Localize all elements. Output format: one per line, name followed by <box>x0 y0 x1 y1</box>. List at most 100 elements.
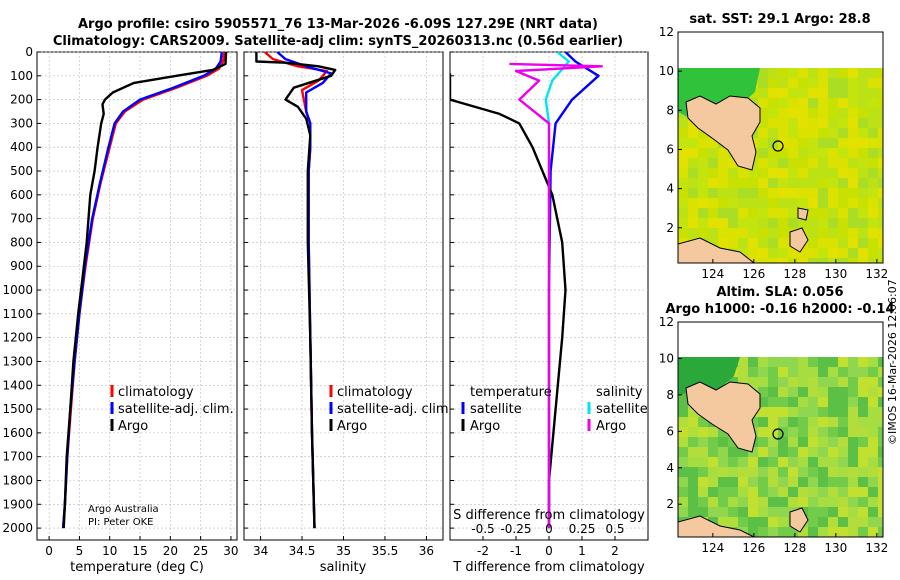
map-cell <box>678 208 688 218</box>
map-cell <box>708 507 718 517</box>
map-cell <box>808 467 818 477</box>
x-tick-label: 34 <box>253 544 268 558</box>
map-cell <box>818 118 828 128</box>
map-cell <box>798 198 808 208</box>
map-cell <box>848 437 858 447</box>
map-cell <box>818 417 828 427</box>
map-cell <box>698 228 708 238</box>
depth-tick-label: 300 <box>10 116 33 130</box>
map-cell <box>868 208 878 218</box>
map-cell <box>718 208 728 218</box>
map-cell <box>848 487 858 497</box>
map-cell <box>738 507 748 517</box>
map-cell <box>838 387 848 397</box>
map-y-tick-label: 8 <box>666 388 674 402</box>
map-cell <box>838 158 848 168</box>
map-cell <box>818 447 828 457</box>
map-cell <box>738 248 748 258</box>
map-cell <box>738 218 748 228</box>
map-cell <box>798 437 808 447</box>
map-cell <box>758 477 768 487</box>
map-cell <box>848 128 858 138</box>
x-tick-label: 10 <box>102 544 117 558</box>
map-cell <box>778 118 788 128</box>
map-cell <box>748 367 758 377</box>
map-cell <box>778 387 788 397</box>
map-cell <box>758 387 768 397</box>
map-cell <box>758 68 768 78</box>
map-cell <box>868 487 878 497</box>
map-cell <box>798 168 808 178</box>
map-cell <box>778 517 788 527</box>
map-cell <box>678 487 688 497</box>
map-cell <box>848 477 858 487</box>
map-cell <box>748 228 758 238</box>
map-cell <box>878 527 883 537</box>
map-cell <box>868 98 878 108</box>
map-cell <box>848 118 858 128</box>
map-cell <box>768 188 778 198</box>
map-cell <box>838 487 848 497</box>
map-cell <box>738 367 748 377</box>
map-cell <box>758 218 768 228</box>
map-cell <box>698 218 708 228</box>
map-cell <box>828 188 838 198</box>
map-cell <box>718 447 728 457</box>
map-cell <box>798 148 808 158</box>
map-cell <box>828 407 838 417</box>
map-cell <box>868 507 878 517</box>
map-cell <box>848 397 858 407</box>
map-cell <box>708 487 718 497</box>
map-cell <box>768 128 778 138</box>
map-cell <box>878 367 883 377</box>
map-cell <box>838 128 848 138</box>
map-cell <box>868 467 878 477</box>
map-cell <box>878 517 883 527</box>
map-cell <box>848 417 858 427</box>
map-cell <box>678 158 688 168</box>
map-cell <box>748 238 758 248</box>
depth-tick-label: 1000 <box>2 283 33 297</box>
map-cell <box>878 397 883 407</box>
map-cell <box>728 447 738 457</box>
map-cell <box>778 258 788 263</box>
map-cell <box>868 88 878 98</box>
map-cell <box>738 188 748 198</box>
map-cell <box>828 387 838 397</box>
map-cell <box>678 467 688 477</box>
map-cell <box>688 128 698 138</box>
map-cell <box>778 138 788 148</box>
map-cell <box>878 507 883 517</box>
map-y-tick-label: 12 <box>659 25 674 39</box>
map-cell <box>778 357 788 367</box>
map-cell <box>728 198 738 208</box>
map-cell <box>828 427 838 437</box>
map-cell <box>818 517 828 527</box>
map-cell <box>858 238 868 248</box>
map-cell <box>758 527 768 537</box>
difference-panel: -2 -1 0 1 2 T difference from climatology S … <box>449 51 649 575</box>
map-cell <box>848 108 858 118</box>
map-cell <box>798 128 808 138</box>
map-cell <box>828 148 838 158</box>
map-cell <box>778 397 788 407</box>
map-cell <box>858 457 868 467</box>
map-cell <box>808 178 818 188</box>
depth-tick-label: 1900 <box>2 497 33 511</box>
map-cell <box>838 238 848 248</box>
map-cell <box>808 427 818 437</box>
map-cell <box>848 517 858 527</box>
map-cell <box>758 88 768 98</box>
map-cell <box>838 407 848 417</box>
map-cell <box>768 527 778 537</box>
map-cell <box>858 208 868 218</box>
map-cell <box>818 467 828 477</box>
map-cell <box>818 108 828 118</box>
map-cell <box>798 487 808 497</box>
map-cell <box>738 178 748 188</box>
legend-s-satellite: satellite <box>596 402 648 417</box>
map-cell <box>758 457 768 467</box>
map-cell <box>688 437 698 447</box>
map-cell <box>808 238 818 248</box>
map-cell <box>688 198 698 208</box>
